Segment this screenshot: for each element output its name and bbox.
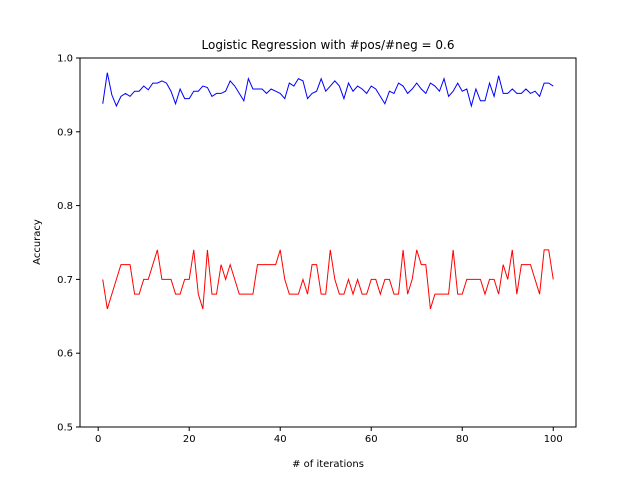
y-axis: 0.5 0.6 0.7 0.8 0.9 1.0	[57, 54, 80, 434]
x-tick-label: 60	[365, 434, 378, 445]
y-tick-label: 1.0	[57, 54, 73, 65]
y-tick-label: 0.5	[57, 423, 73, 434]
y-tick-label: 0.9	[57, 127, 73, 138]
x-tick-label: 20	[183, 434, 196, 445]
y-tick-label: 0.6	[57, 349, 73, 360]
plot-area	[102, 72, 554, 310]
series-line-2	[102, 249, 554, 310]
x-tick-label: 100	[544, 434, 563, 445]
series-line-1	[102, 72, 554, 108]
y-tick-label: 0.8	[57, 201, 73, 212]
plot-frame	[79, 57, 577, 428]
x-axis: 0 20 40 60 80 100	[95, 427, 563, 445]
x-tick-label: 0	[95, 434, 101, 445]
chart-title: Logistic Regression with #pos/#neg = 0.6	[202, 38, 455, 52]
x-tick-label: 40	[274, 434, 287, 445]
x-tick-label: 80	[456, 434, 469, 445]
y-axis-label: Accuracy	[32, 219, 43, 265]
x-axis-label: # of iterations	[292, 459, 364, 470]
y-tick-label: 0.7	[57, 275, 73, 286]
